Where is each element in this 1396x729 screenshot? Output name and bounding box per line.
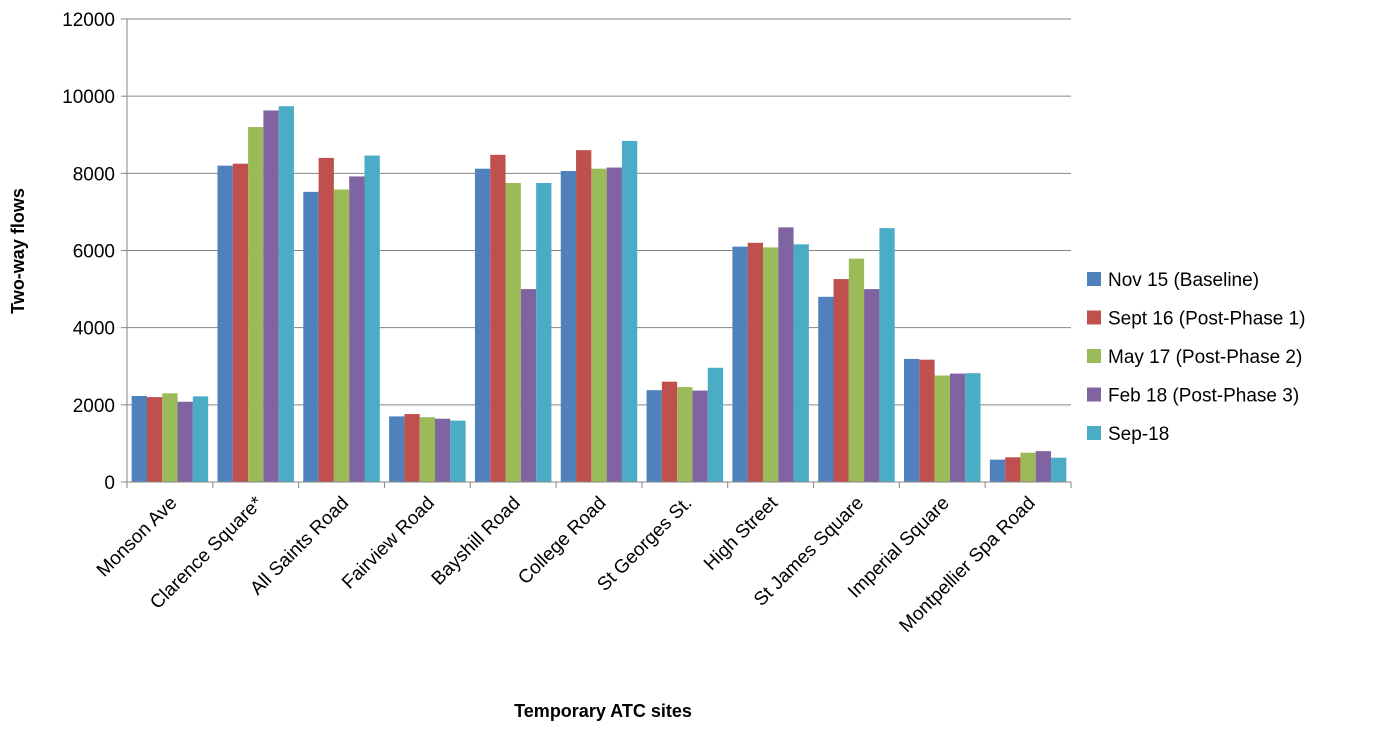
bar-fairview-road-series-3 [419,417,436,482]
bar-st-james-square-series-2 [833,279,849,482]
y-tick-label: 6000 [73,242,115,263]
bar-montpellier-spa-road-series-1 [989,459,1006,482]
bar-monson-ave-series-2 [146,397,163,482]
bars [131,106,1067,483]
bar-imperial-square-series-1 [904,358,920,482]
y-tick-label: 2000 [73,396,115,417]
y-tick-label: 12000 [62,10,115,31]
bar-st-georges-st-series-5 [707,367,724,482]
x-tick-label: Fairview Road [338,493,439,594]
bar-montpellier-spa-road-series-3 [1020,452,1036,482]
bar-high-street-series-5 [793,244,809,482]
y-tick-label: 0 [104,473,115,494]
bar-fairview-road-series-1 [389,416,405,482]
y-tick-label: 8000 [73,164,115,185]
x-tick-label: Bayshill Road [428,493,525,590]
bar-imperial-square-series-3 [934,375,950,482]
legend: Nov 15 (Baseline) Sept 16 (Post-Phase 1) M… [1087,270,1306,445]
bar-monson-ave-series-4 [177,401,193,482]
bar-st-georges-st-series-3 [677,387,693,482]
bar-college-road-series-4 [606,167,622,482]
bar-high-street-series-3 [762,247,779,482]
bar-st-james-square-series-5 [879,228,895,482]
bar-all-saints-road-series-4 [349,176,365,483]
bar-bayshill-road-series-5 [536,182,552,482]
legend-label: Feb 18 (Post-Phase 3) [1108,386,1299,407]
legend-swatch [1087,272,1101,286]
legend-swatch [1087,387,1101,402]
legend-label: Nov 15 (Baseline) [1108,270,1259,291]
bar-all-saints-road-series-2 [318,157,334,482]
bar-montpellier-spa-road-series-4 [1035,451,1052,482]
bar-all-saints-road-series-5 [364,155,380,482]
x-axis-title: Temporary ATC sites [514,701,692,721]
bar-st-james-square-series-4 [864,289,880,482]
x-tick-label: High Street [700,492,783,575]
bar-st-georges-st-series-1 [646,390,662,482]
bar-montpellier-spa-road-series-2 [1005,457,1021,482]
x-tick-label: Monson Ave [93,493,182,582]
legend-label: May 17 (Post-Phase 2) [1108,347,1302,368]
bar-monson-ave-series-3 [162,393,178,482]
bar-clarence-square-series-1 [217,165,233,482]
bar-college-road-series-5 [621,140,638,482]
legend-swatch [1087,349,1101,363]
bar-st-georges-st-series-4 [692,390,708,482]
legend-swatch [1087,310,1101,325]
bar-clarence-square-series-5 [278,106,294,482]
bar-all-saints-road-series-3 [333,189,350,482]
bar-bayshill-road-series-4 [520,289,537,482]
bar-clarence-square-series-4 [263,110,279,482]
bar-college-road-series-1 [560,171,577,483]
y-axis-title: Two-way flows [8,188,28,314]
y-tick-labels: 0 2000 4000 6000 8000 10000 12000 [62,10,115,494]
bar-college-road-series-2 [576,150,592,482]
legend-swatch [1087,426,1101,440]
bar-st-james-square-series-1 [818,296,834,482]
bar-fairview-road-series-5 [450,420,466,482]
axes [126,19,1072,488]
bar-clarence-square-series-2 [232,163,249,482]
bar-st-james-square-series-3 [848,258,865,482]
x-tick-label: College Road [514,493,610,589]
bar-bayshill-road-series-3 [505,182,521,482]
bar-imperial-square-series-4 [949,373,966,482]
bar-fairview-road-series-2 [404,414,420,482]
bar-college-road-series-3 [591,168,607,482]
bar-st-georges-st-series-2 [661,381,678,482]
bar-montpellier-spa-road-series-5 [1051,457,1067,482]
bar-monson-ave-series-1 [131,395,147,482]
bar-bayshill-road-series-2 [490,154,506,482]
bar-imperial-square-series-5 [965,373,981,482]
legend-label: Sept 16 (Post-Phase 1) [1108,309,1306,330]
y-tick-label: 4000 [73,319,115,340]
legend-label: Sep-18 [1108,424,1169,445]
bar-high-street-series-4 [778,227,794,482]
bar-bayshill-road-series-1 [474,168,491,482]
bar-imperial-square-series-2 [919,359,935,482]
bar-high-street-series-1 [732,246,748,482]
bar-fairview-road-series-4 [435,418,451,482]
bar-monson-ave-series-5 [192,396,209,482]
bar-all-saints-road-series-1 [303,191,319,482]
y-tick-label: 10000 [62,87,115,108]
bar-clarence-square-series-3 [248,127,264,483]
bar-high-street-series-2 [747,242,763,482]
